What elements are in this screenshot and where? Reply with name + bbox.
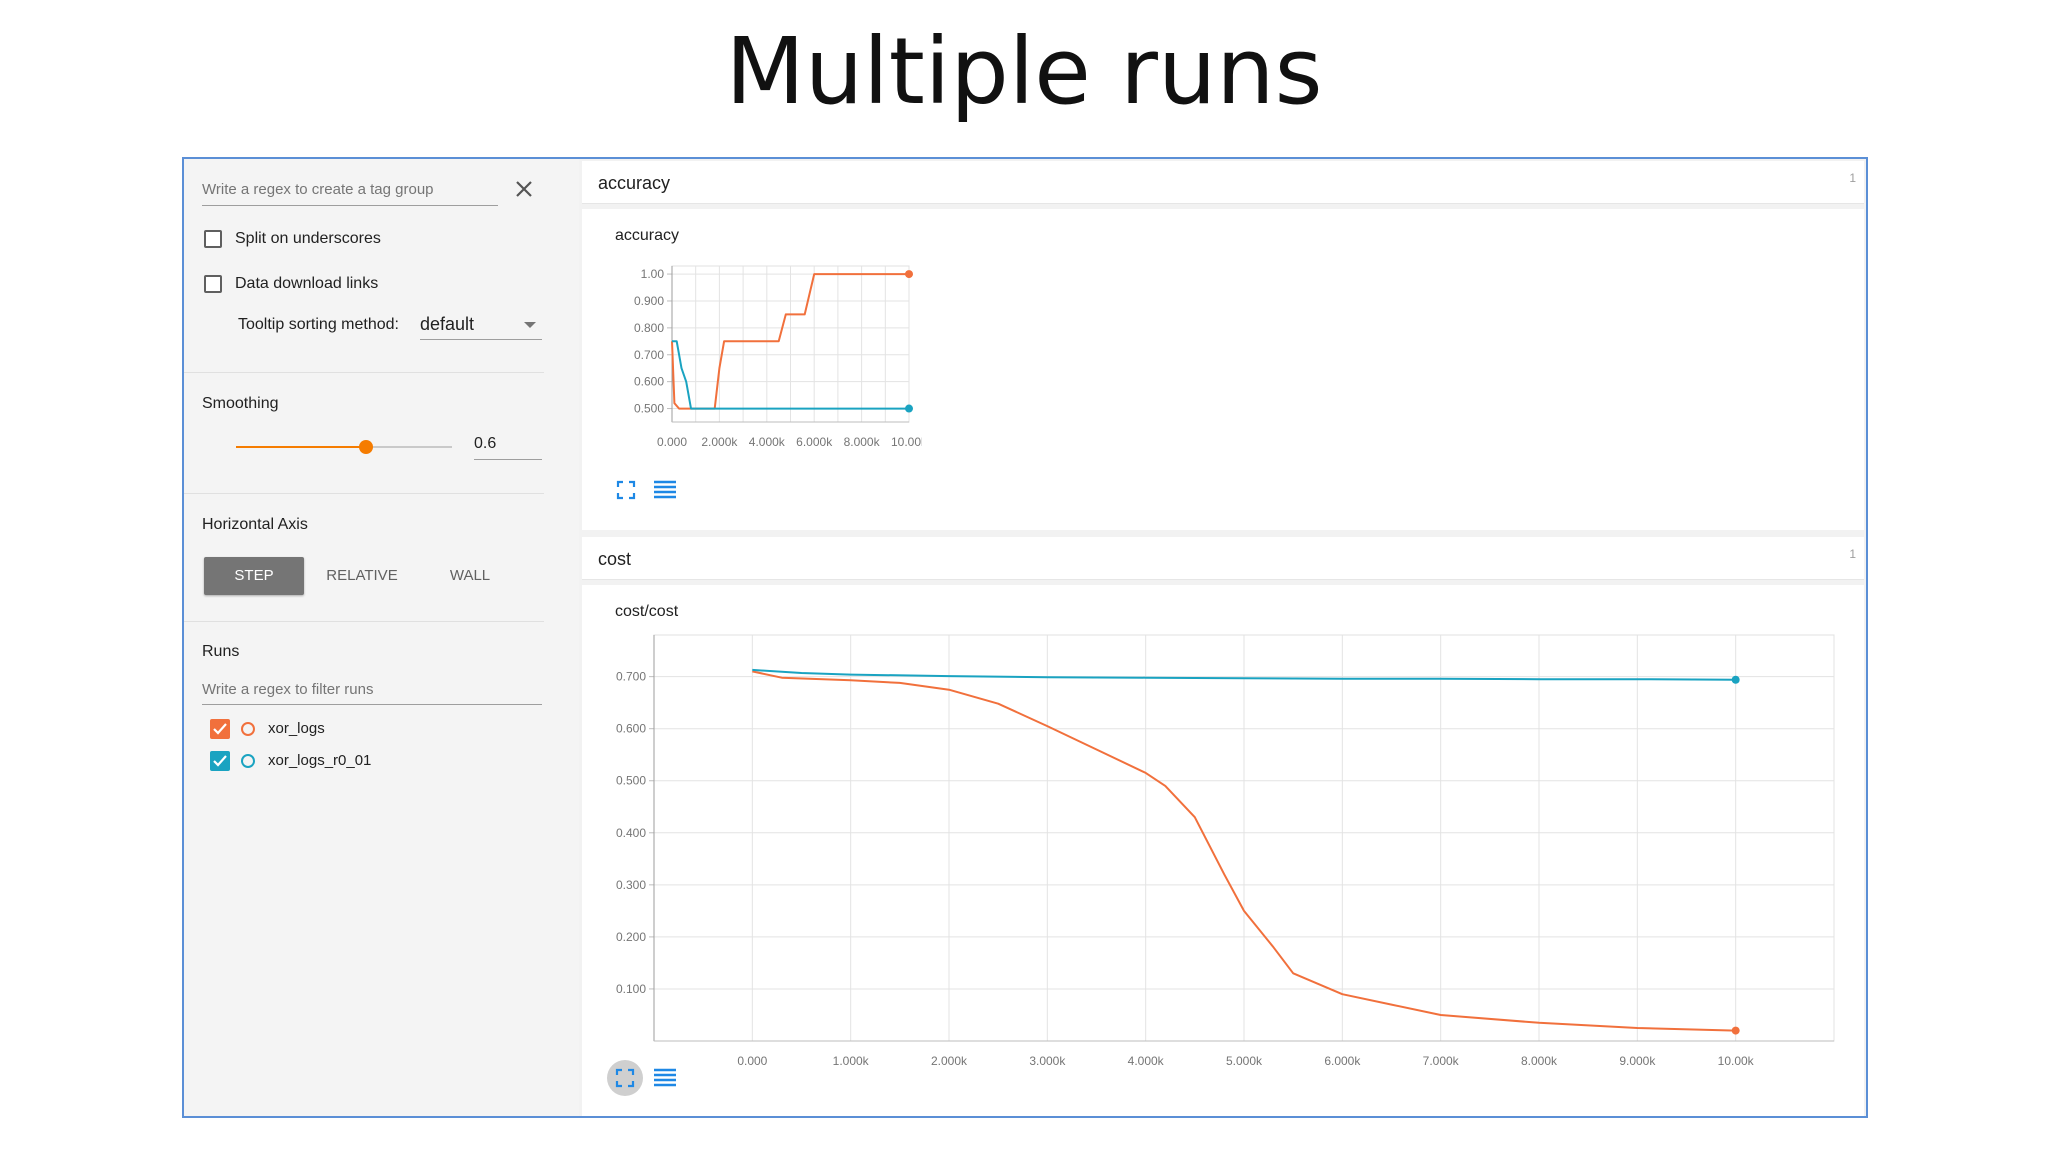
run-color-circle[interactable] bbox=[241, 722, 255, 736]
tensorboard-window: Write a regex to create a tag group Spli… bbox=[182, 157, 1868, 1118]
chart-title: accuracy bbox=[615, 227, 680, 244]
y-tick-label: 0.900 bbox=[634, 294, 664, 308]
x-tick-label: 6.000k bbox=[1324, 1054, 1361, 1068]
smoothing-label: Smoothing bbox=[202, 395, 279, 412]
series-end-point bbox=[905, 270, 913, 279]
x-tick-label: 1.000k bbox=[833, 1054, 870, 1068]
x-tick-label: 10.00k bbox=[891, 435, 922, 449]
cost-card: cost/cost 0.000 1.000k 2.000k 3.000k 4.000k 5… bbox=[582, 585, 1864, 1116]
fullscreen-icon bbox=[615, 1068, 635, 1088]
sidebar: Write a regex to create a tag group Spli… bbox=[184, 159, 579, 1116]
series-end-point bbox=[1731, 1026, 1740, 1035]
series-line-xor-logs bbox=[752, 670, 1736, 1032]
x-tick-label: 0.000 bbox=[657, 435, 687, 449]
run-name-xor-logs-r0-01: xor_logs_r0_01 bbox=[268, 752, 372, 769]
runs-label: Runs bbox=[202, 643, 240, 660]
section-count: 1 bbox=[1849, 547, 1856, 561]
x-tick-label: 4.000k bbox=[1128, 1054, 1165, 1068]
axis-step-button[interactable]: STEP bbox=[204, 557, 304, 595]
y-tick-label: 0.600 bbox=[616, 722, 646, 736]
run-checkbox-xor-logs[interactable] bbox=[210, 719, 230, 739]
x-tick-label: 8.000k bbox=[844, 435, 881, 449]
slider-knob[interactable] bbox=[358, 440, 373, 454]
y-tick-label: 0.500 bbox=[634, 402, 664, 416]
x-tick-label: 8.000k bbox=[1521, 1054, 1558, 1068]
x-tick-label: 2.000k bbox=[701, 435, 738, 449]
main-panel: accuracy 1 accuracy 0.000 2.000k 4.000k 6.0… bbox=[579, 159, 1866, 1116]
smoothing-value[interactable]: 0.6 bbox=[474, 435, 497, 452]
section-header-cost[interactable]: cost 1 bbox=[582, 537, 1864, 580]
y-tick-label: 0.200 bbox=[616, 930, 646, 944]
run-color-circle[interactable] bbox=[241, 754, 255, 768]
y-tick-label: 1.00 bbox=[641, 267, 665, 281]
y-tick-label: 0.300 bbox=[616, 878, 646, 892]
y-tick-label: 0.800 bbox=[634, 321, 664, 335]
slide-title: Multiple runs bbox=[725, 18, 1323, 125]
list-icon[interactable] bbox=[653, 479, 677, 501]
series-end-point bbox=[905, 404, 913, 413]
y-tick-label: 0.400 bbox=[616, 826, 646, 840]
y-tick-label: 0.100 bbox=[616, 982, 646, 996]
x-tick-label: 4.000k bbox=[749, 435, 786, 449]
tooltip-sorting-label: Tooltip sorting method: bbox=[238, 316, 399, 333]
fullscreen-icon[interactable] bbox=[615, 479, 637, 501]
axis-wall-button[interactable]: WALL bbox=[449, 567, 491, 584]
cost-chart[interactable]: 0.000 1.000k 2.000k 3.000k 4.000k 5.000k 6.000… bbox=[602, 625, 1862, 1085]
clear-icon[interactable] bbox=[512, 177, 536, 201]
fullscreen-button[interactable] bbox=[607, 1060, 643, 1096]
x-tick-label: 5.000k bbox=[1226, 1054, 1263, 1068]
run-name-xor-logs: xor_logs bbox=[268, 720, 325, 737]
x-tick-label: 10.00k bbox=[1718, 1054, 1755, 1068]
x-tick-label: 0.000 bbox=[737, 1054, 767, 1068]
x-tick-label: 9.000k bbox=[1619, 1054, 1656, 1068]
y-tick-label: 0.600 bbox=[634, 375, 664, 389]
data-download-label: Data download links bbox=[235, 275, 379, 292]
chevron-down-icon bbox=[524, 322, 536, 328]
tag-regex-input[interactable]: Write a regex to create a tag group bbox=[202, 181, 434, 198]
accuracy-chart[interactable]: 0.000 2.000k 4.000k 6.000k 8.000k 10.00k 0.500… bbox=[602, 249, 922, 479]
section-header-accuracy[interactable]: accuracy 1 bbox=[582, 161, 1864, 204]
x-tick-label: 2.000k bbox=[931, 1054, 968, 1068]
series-end-point bbox=[1731, 675, 1740, 684]
horizontal-axis-label: Horizontal Axis bbox=[202, 516, 308, 533]
split-underscores-checkbox[interactable] bbox=[204, 230, 222, 248]
section-count: 1 bbox=[1849, 171, 1856, 185]
split-underscores-label: Split on underscores bbox=[235, 230, 381, 247]
tooltip-sorting-value: default bbox=[420, 314, 475, 334]
y-tick-label: 0.700 bbox=[616, 670, 646, 684]
y-tick-label: 0.700 bbox=[634, 348, 664, 362]
x-tick-label: 7.000k bbox=[1423, 1054, 1460, 1068]
y-tick-label: 0.500 bbox=[616, 774, 646, 788]
x-tick-label: 6.000k bbox=[796, 435, 833, 449]
data-download-checkbox[interactable] bbox=[204, 275, 222, 293]
accuracy-card: accuracy 0.000 2.000k 4.000k 6.000k 8.000k 10… bbox=[582, 209, 1864, 530]
series-line-xor-logs-r0-01 bbox=[672, 340, 909, 410]
runs-filter-input[interactable]: Write a regex to filter runs bbox=[202, 681, 374, 698]
series-line-xor-logs bbox=[671, 273, 909, 410]
axis-relative-button[interactable]: RELATIVE bbox=[326, 567, 398, 584]
section-name: cost bbox=[598, 549, 632, 569]
x-tick-label: 3.000k bbox=[1029, 1054, 1066, 1068]
run-checkbox-xor-logs-r0-01[interactable] bbox=[210, 751, 230, 771]
series-line-xor-logs-r0-01 bbox=[752, 668, 1736, 681]
section-name: accuracy bbox=[598, 173, 671, 193]
tooltip-sorting-select[interactable]: default bbox=[420, 312, 542, 338]
chart-title: cost/cost bbox=[615, 603, 679, 620]
list-icon[interactable] bbox=[653, 1067, 677, 1089]
smoothing-slider[interactable] bbox=[236, 437, 452, 457]
